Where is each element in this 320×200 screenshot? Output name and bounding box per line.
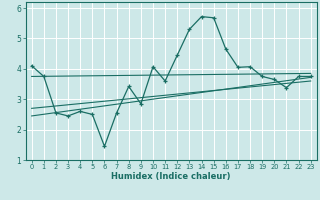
X-axis label: Humidex (Indice chaleur): Humidex (Indice chaleur) bbox=[111, 172, 231, 181]
